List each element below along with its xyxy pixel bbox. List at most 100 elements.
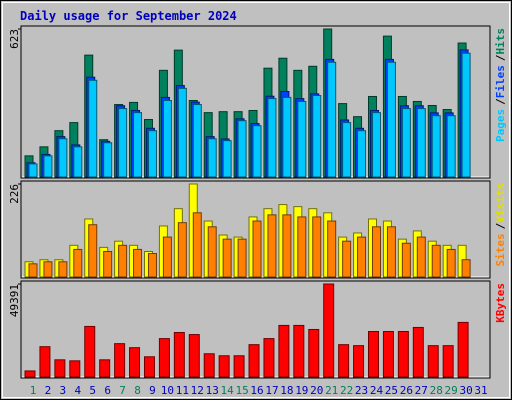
bar	[267, 98, 277, 178]
x-tick-label: 10	[161, 384, 174, 397]
bar	[58, 261, 68, 278]
bar	[73, 248, 83, 278]
x-tick-label: 23	[355, 384, 368, 397]
x-tick-label: 15	[235, 384, 248, 397]
bar	[461, 259, 471, 278]
bar	[338, 344, 350, 378]
bar	[252, 220, 262, 278]
bar	[114, 343, 126, 378]
x-tick-label: 2	[45, 384, 52, 397]
bar	[248, 344, 260, 378]
bar	[118, 244, 128, 278]
bar	[342, 122, 352, 178]
bar	[207, 138, 217, 178]
bar	[147, 130, 157, 178]
x-tick-label: 20	[310, 384, 323, 397]
x-tick-label: 19	[295, 384, 308, 397]
bar	[371, 112, 381, 178]
x-tick-label: 31	[474, 384, 487, 397]
x-tick-label: 18	[280, 384, 293, 397]
bar	[327, 61, 337, 178]
x-tick-label: 4	[74, 384, 81, 397]
bar	[442, 345, 454, 378]
x-tick-label: 27	[415, 384, 428, 397]
bar	[312, 95, 322, 178]
bar	[446, 248, 456, 278]
bar	[143, 356, 155, 378]
bar	[103, 250, 113, 278]
x-tick-label: 21	[325, 384, 338, 397]
bar	[133, 112, 143, 178]
bar	[103, 142, 113, 178]
bar	[147, 253, 157, 278]
bar	[43, 155, 53, 178]
bar	[357, 236, 367, 278]
bar	[192, 212, 202, 278]
bar	[88, 79, 98, 178]
bar	[416, 108, 426, 178]
bar	[58, 138, 68, 178]
x-tick-label: 6	[104, 384, 111, 397]
bar	[207, 226, 217, 278]
x-tick-label: 16	[250, 384, 263, 397]
bar	[252, 125, 262, 178]
x-tick-label: 22	[340, 384, 353, 397]
bar	[342, 240, 352, 278]
x-tick-label: 9	[149, 384, 156, 397]
bar	[133, 248, 143, 278]
bar	[457, 321, 469, 378]
bar	[386, 226, 396, 278]
x-tick-label: 25	[385, 384, 398, 397]
x-tick-label: 17	[265, 384, 278, 397]
bar	[386, 61, 396, 178]
bar	[177, 87, 187, 178]
bar	[323, 283, 335, 378]
x-tick-label: 13	[206, 384, 219, 397]
bar	[162, 236, 172, 278]
bar	[282, 96, 292, 178]
bar	[357, 130, 367, 178]
legend-entry: Visits	[494, 183, 507, 223]
x-tick-label: 29	[445, 384, 458, 397]
bar	[203, 353, 215, 378]
bar	[84, 325, 96, 378]
legend: KBytes	[494, 283, 507, 323]
bar	[427, 345, 439, 378]
bar	[237, 120, 247, 178]
legend-entry: Pages	[494, 109, 507, 142]
legend-separator: /	[494, 222, 507, 229]
bar	[233, 355, 245, 378]
bar	[312, 216, 322, 278]
bar	[382, 330, 394, 378]
x-tick-label: 30	[459, 384, 472, 397]
x-tick-label: 11	[176, 384, 189, 397]
legend-entry: Files	[494, 65, 507, 98]
bar	[367, 330, 379, 378]
bar	[28, 163, 38, 178]
legend-separator: /	[494, 54, 507, 61]
y-tick-label: 623	[8, 29, 21, 49]
bar	[278, 324, 290, 378]
bar	[431, 244, 441, 278]
bar	[177, 222, 187, 278]
y-tick-label: 49391	[8, 284, 21, 317]
bar	[401, 242, 411, 278]
bar	[401, 108, 411, 178]
bar	[412, 326, 424, 378]
bar	[158, 338, 170, 378]
bar	[43, 261, 53, 278]
chart-title: Daily usage for September 2024	[20, 9, 237, 23]
x-tick-label: 3	[60, 384, 67, 397]
bar	[297, 216, 307, 278]
bar	[218, 355, 230, 378]
bar	[461, 52, 471, 178]
bar	[54, 359, 66, 378]
x-tick-label: 7	[119, 384, 126, 397]
bar	[446, 115, 456, 178]
bar	[353, 345, 365, 378]
bar	[69, 360, 81, 378]
bar	[162, 100, 172, 178]
bar	[327, 220, 337, 278]
bar	[99, 359, 111, 378]
